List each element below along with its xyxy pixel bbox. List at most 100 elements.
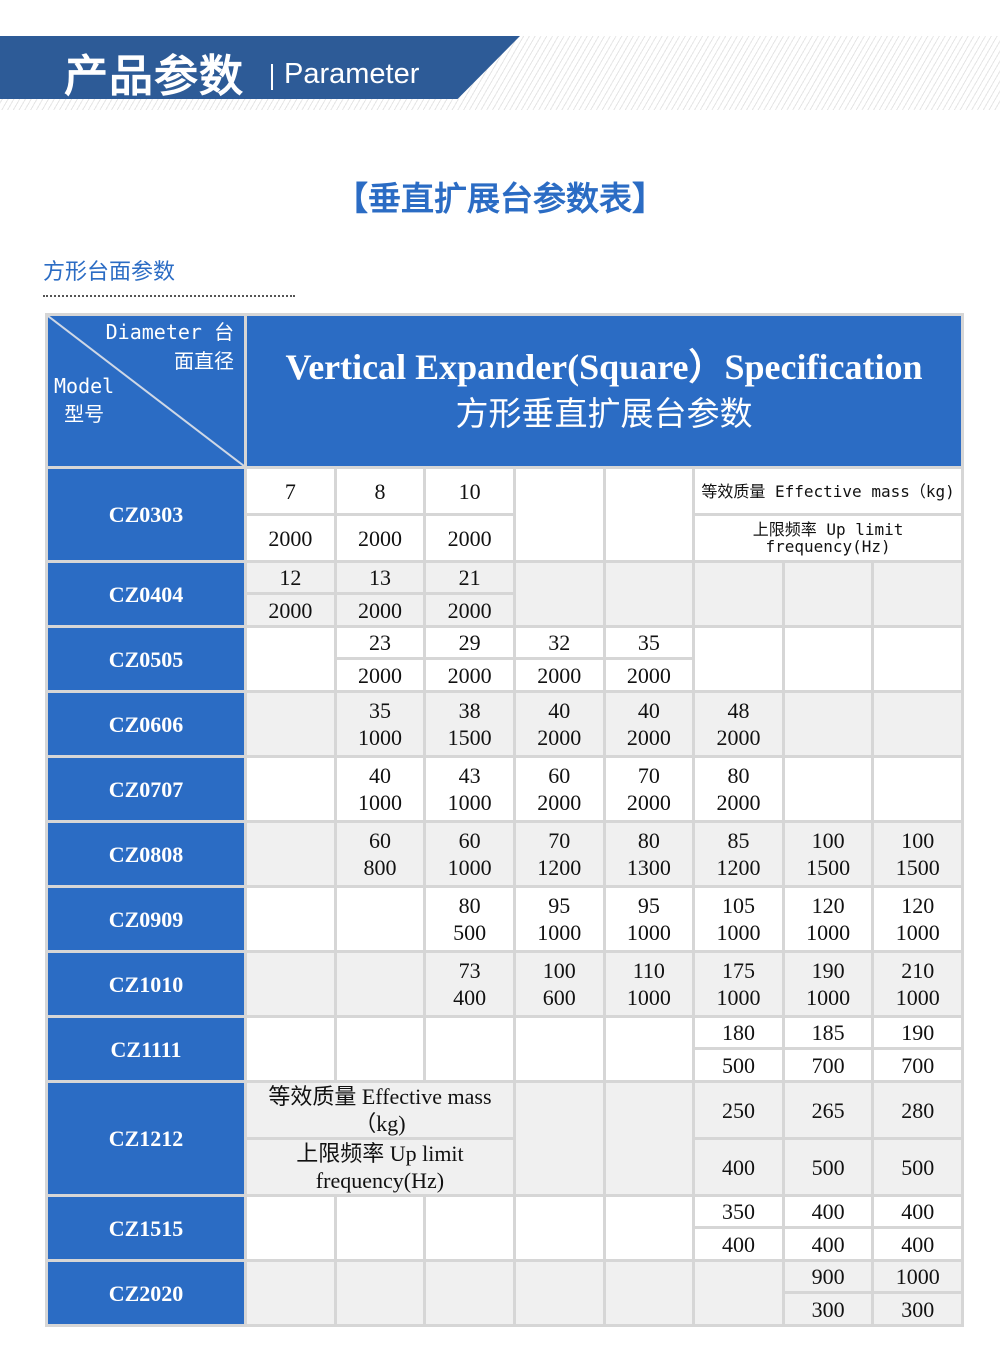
value-cell: 175 1000: [695, 953, 782, 1015]
table-row: CZ1515 350 400 400: [48, 1197, 961, 1259]
empty-cell: [695, 628, 782, 690]
empty-cell: [247, 628, 334, 690]
mass-cell: 900: [784, 1262, 872, 1291]
frequency-value: 1000: [447, 855, 492, 880]
table-row: 2000 2000 2000: [48, 595, 961, 625]
value-cell: 80 2000: [695, 758, 782, 820]
empty-cell: [874, 563, 961, 625]
mass-value: 48: [727, 698, 750, 723]
frequency-cell: 400: [874, 1229, 961, 1259]
value-cell: 40 1000: [336, 758, 424, 820]
frequency-cell: 2000: [426, 516, 513, 560]
mass-value: 35: [368, 698, 391, 723]
frequency-cell: 2000: [247, 595, 334, 625]
frequency-value: 2000: [626, 725, 671, 750]
mass-cell: 32: [515, 628, 603, 657]
empty-cell: [784, 628, 872, 690]
empty-cell: [247, 823, 334, 885]
model-cell: CZ2020: [48, 1262, 244, 1324]
mass-label-cell: 等效质量 Effective mass（kg): [695, 469, 961, 513]
frequency-value: 1000: [537, 920, 582, 945]
table-row: 300 300: [48, 1294, 961, 1324]
mass-cell: 400: [874, 1197, 961, 1226]
value-cell: 95 1000: [515, 888, 603, 950]
mass-value: 100: [542, 958, 576, 983]
frequency-value: 800: [363, 855, 397, 880]
value-cell: 120 1000: [784, 888, 872, 950]
empty-cell: [605, 1197, 693, 1259]
value-cell: 100 600: [515, 953, 603, 1015]
mass-value: 85: [727, 828, 750, 853]
value-cell: 40 2000: [605, 693, 693, 755]
value-cell: 80 500: [426, 888, 513, 950]
table-row: CZ0303 7 8 10 等效质量 Effective mass（kg): [48, 469, 961, 560]
table-row: 400 400 400: [48, 1229, 961, 1259]
frequency-value: 600: [542, 985, 576, 1010]
empty-cell: [426, 1197, 513, 1259]
frequency-value: 1000: [806, 985, 851, 1010]
frequency-label-cell: 上限频率 Up limit frequency(Hz): [695, 516, 961, 560]
value-cell: 85 1200: [695, 823, 782, 885]
frequency-value: 1000: [626, 985, 671, 1010]
value-cell: 48 2000: [695, 693, 782, 755]
frequency-value: 400: [453, 985, 487, 1010]
frequency-value: 1200: [537, 855, 582, 880]
mass-value: 70: [637, 763, 660, 788]
frequency-cell: 500: [784, 1140, 872, 1194]
frequency-value: 1000: [806, 920, 851, 945]
mass-cell: 400: [784, 1197, 872, 1226]
mass-cell: 280: [874, 1083, 961, 1137]
table-row: CZ1111 180 185 190: [48, 1018, 961, 1080]
mass-value: 73: [458, 958, 481, 983]
empty-cell: [784, 563, 872, 625]
mass-value: 80: [458, 893, 481, 918]
empty-cell: [874, 693, 961, 755]
frequency-cell: 500: [874, 1140, 961, 1194]
banner-title-en: Parameter: [284, 58, 420, 90]
mass-value: 80: [637, 828, 660, 853]
mass-cell: 8: [336, 469, 424, 513]
mass-cell: 265: [784, 1083, 872, 1137]
empty-cell: [784, 758, 872, 820]
empty-cell: [695, 1262, 782, 1324]
table-row: CZ1010 73 400 100 600 110 1000 175 1000 190 1000 21…: [48, 953, 961, 1015]
mass-value: 43: [458, 763, 481, 788]
value-cell: 80 1300: [605, 823, 693, 885]
frequency-value: 1000: [895, 920, 940, 945]
empty-cell: [247, 693, 334, 755]
empty-cell: [605, 1018, 693, 1080]
mass-value: 100: [901, 828, 935, 853]
frequency-cell: 2000: [336, 516, 424, 560]
value-cell: 60 800: [336, 823, 424, 885]
mass-value: 100: [811, 828, 845, 853]
diameter-label: Diameter 台 面直径: [105, 320, 234, 373]
mass-value: 190: [811, 958, 845, 983]
empty-cell: [515, 1197, 603, 1259]
frequency-value: 1000: [895, 985, 940, 1010]
frequency-value: 1000: [447, 790, 492, 815]
empty-cell: [605, 1083, 693, 1194]
value-cell: 70 1200: [515, 823, 603, 885]
frequency-value: 2000: [716, 725, 761, 750]
frequency-value: 2000: [537, 790, 582, 815]
mass-cell: 7: [247, 469, 334, 513]
frequency-cell: 2000: [515, 660, 603, 690]
mass-value: 70: [548, 828, 571, 853]
empty-cell: [336, 888, 424, 950]
frequency-value: 1000: [716, 920, 761, 945]
frequency-value: 2000: [716, 790, 761, 815]
mass-cell: 29: [426, 628, 513, 657]
frequency-cell: 400: [695, 1140, 782, 1194]
mass-value: 210: [901, 958, 935, 983]
mass-value: 38: [458, 698, 481, 723]
empty-cell: [336, 1197, 424, 1259]
value-cell: 43 1000: [426, 758, 513, 820]
mass-cell: 23: [336, 628, 424, 657]
empty-cell: [515, 1262, 603, 1324]
table-row: CZ0404 12 13 21: [48, 563, 961, 625]
empty-cell: [336, 953, 424, 1015]
mass-cell: 12: [247, 563, 334, 592]
mass-cell: 350: [695, 1197, 782, 1226]
value-cell: 40 2000: [515, 693, 603, 755]
value-cell: 95 1000: [605, 888, 693, 950]
